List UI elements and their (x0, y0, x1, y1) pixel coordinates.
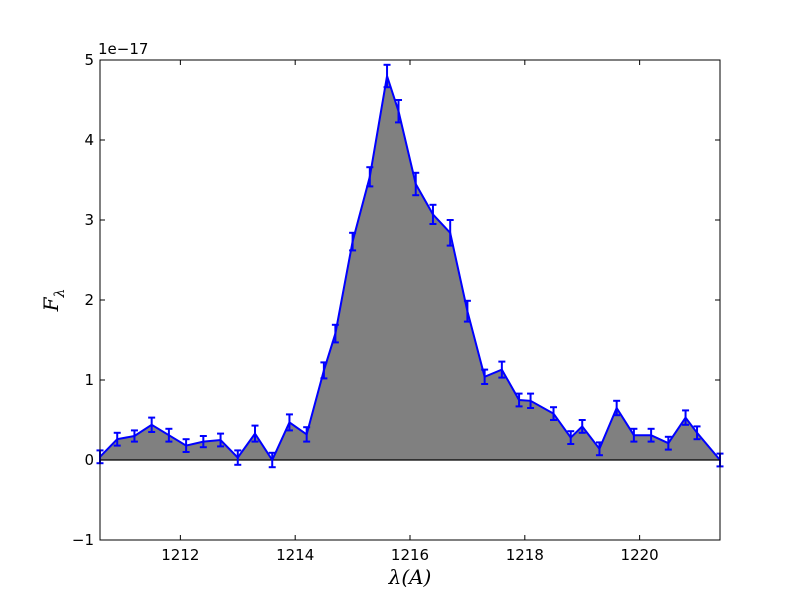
x-tick-label: 1220 (621, 546, 659, 564)
fill-layer (100, 76, 720, 460)
offset-text: 1e−17 (98, 40, 148, 58)
error-bar (366, 166, 374, 188)
error-bar (234, 449, 242, 466)
error-bar (199, 435, 207, 449)
error-bar (613, 399, 621, 417)
x-axis-label-rest: (A) (401, 565, 431, 589)
error-bar (303, 426, 311, 443)
error-bar (182, 438, 190, 453)
y-axis-label-symbol: F (39, 296, 63, 312)
y-tick-label: 5 (84, 51, 94, 69)
y-tick-label: 0 (84, 451, 94, 469)
y-tick-label: 2 (84, 291, 94, 309)
y-axis-label-sub: λ (52, 289, 68, 299)
error-bar (595, 441, 603, 457)
error-bar (682, 409, 690, 426)
x-axis-ticks: 1212 1214 1216 1218 1220 (161, 60, 659, 564)
error-bar (693, 425, 701, 441)
error-bar (130, 429, 138, 443)
y-tick-label: −1 (72, 531, 94, 549)
y-axis-ticks: −1 0 1 2 3 4 5 (72, 51, 720, 549)
x-tick-label: 1212 (161, 546, 199, 564)
error-bar (113, 431, 121, 447)
error-bar (383, 63, 391, 89)
error-bar (498, 360, 506, 379)
error-bar (630, 427, 638, 443)
error-bar (578, 419, 586, 434)
x-tick-label: 1216 (391, 546, 429, 564)
error-bar (446, 219, 454, 247)
error-bar (515, 392, 523, 408)
error-bar (527, 392, 535, 409)
error-bar (217, 432, 225, 448)
error-bar (429, 203, 437, 225)
error-bar (285, 413, 293, 432)
error-bar (463, 299, 471, 323)
y-axis-label: Fλ (39, 289, 68, 313)
x-tick-label: 1214 (276, 546, 314, 564)
error-bar (331, 323, 339, 344)
error-bar (395, 99, 403, 124)
error-bar (251, 424, 259, 443)
error-bar (412, 171, 420, 197)
y-tick-label: 1 (84, 371, 94, 389)
y-tick-label: 3 (84, 211, 94, 229)
x-axis-label-symbol: λ (388, 565, 402, 589)
y-tick-label: 4 (84, 131, 94, 149)
error-bar (647, 427, 655, 443)
error-bar (148, 416, 156, 433)
error-bar (268, 451, 276, 469)
x-axis-label: λ(A) (388, 565, 432, 589)
error-bar (481, 368, 489, 385)
x-tick-label: 1218 (506, 546, 544, 564)
error-bar (550, 406, 558, 421)
error-bar (349, 231, 357, 252)
error-bar (320, 361, 328, 380)
error-bar (664, 435, 672, 451)
error-bar (567, 430, 575, 445)
flux-fill-area (100, 76, 720, 460)
error-bar (165, 427, 173, 443)
